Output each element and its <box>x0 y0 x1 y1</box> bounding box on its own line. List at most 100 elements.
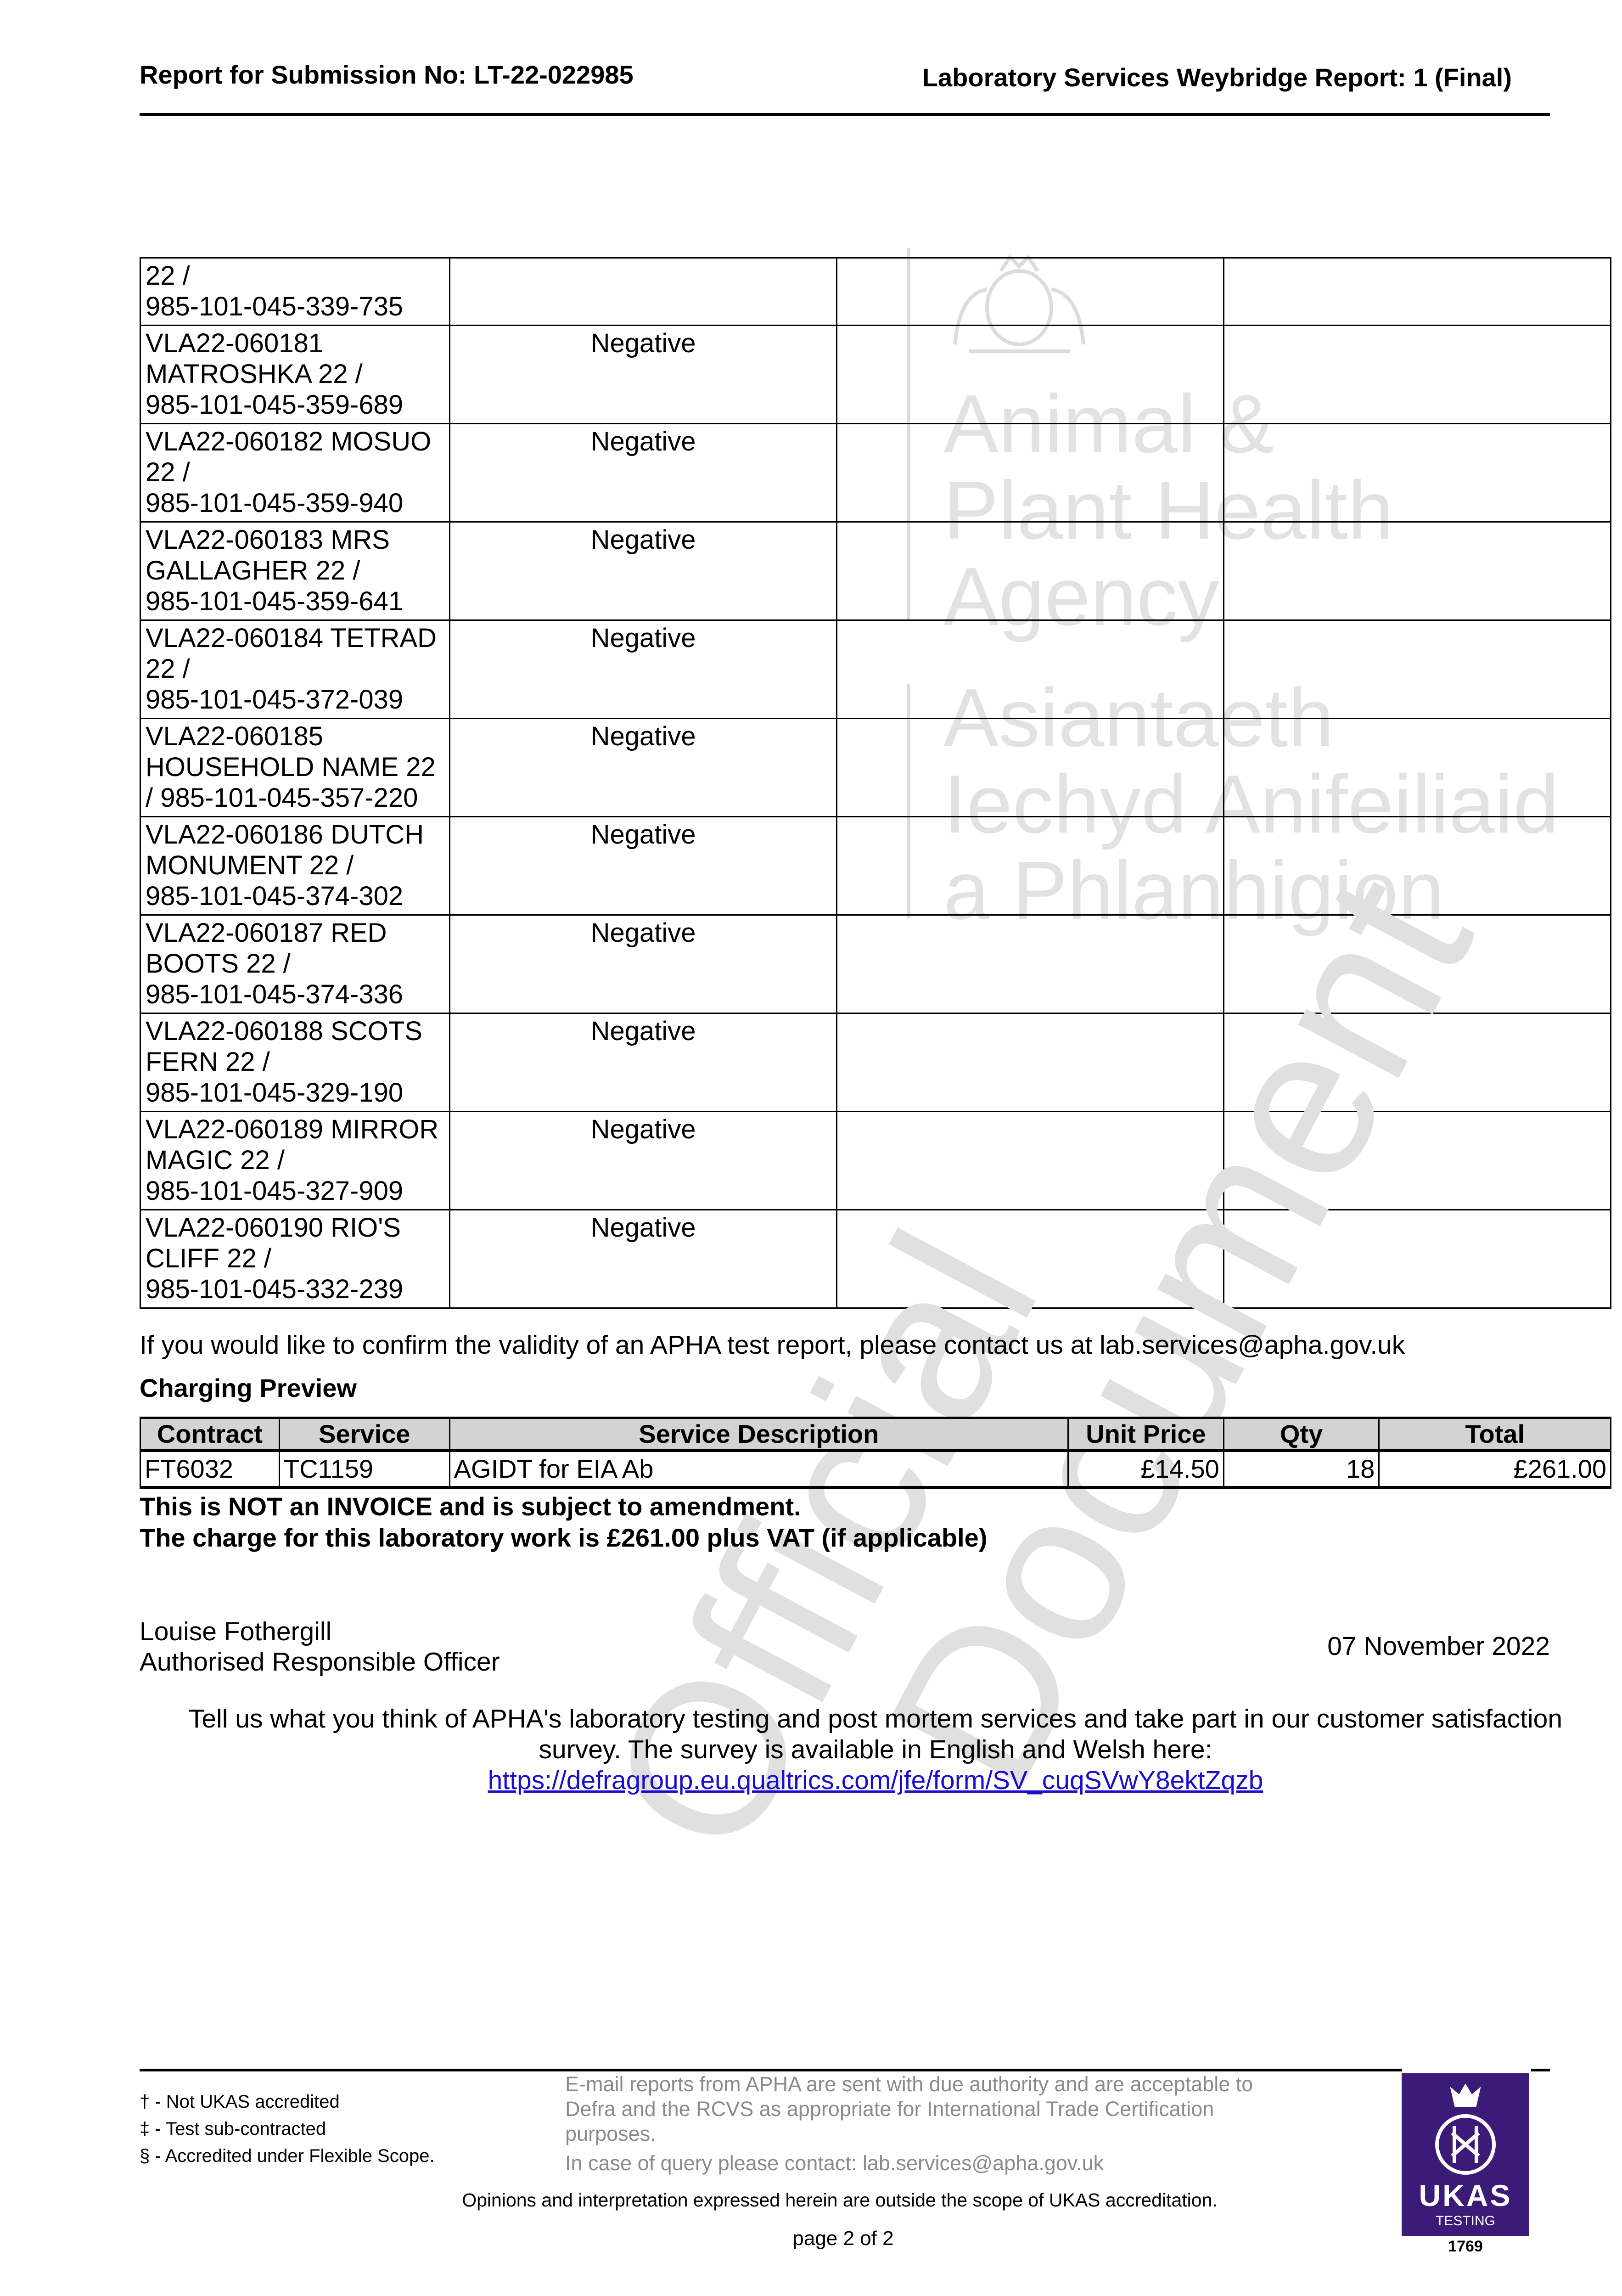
result-cell: Negative <box>449 1111 838 1210</box>
report-date: 07 November 2022 <box>1327 1632 1550 1661</box>
signatory-name: Louise Fothergill <box>140 1617 332 1646</box>
table-row: VLA22-060187 RED BOOTS 22 / 985-101-045-… <box>140 914 1611 1014</box>
sample-cell: VLA22-060188 SCOTS FERN 22 / 985-101-045… <box>140 1013 450 1112</box>
email-note: E-mail reports from APHA are sent with d… <box>565 2072 1392 2176</box>
table-row: VLA22-060186 DUTCH MONUMENT 22 / 985-101… <box>140 816 1611 916</box>
footer-divider <box>140 2069 1402 2071</box>
charge-summary: The charge for this laboratory work is £… <box>140 1523 988 1552</box>
ukas-disclaimer: Opinions and interpretation expressed he… <box>462 2189 1218 2211</box>
sample-cell: VLA22-060186 DUTCH MONUMENT 22 / 985-101… <box>140 816 450 916</box>
sample-cell: 22 / 985-101-045-339-735 <box>140 257 450 326</box>
email-note-line: E-mail reports from APHA are sent with d… <box>565 2072 1253 2096</box>
table-row: VLA22-060189 MIRROR MAGIC 22 / 985-101-0… <box>140 1111 1611 1210</box>
contract-cell: FT6032 <box>140 1450 280 1488</box>
empty-cell <box>836 423 1225 523</box>
empty-cell <box>836 619 1225 719</box>
email-note-line: purposes. <box>565 2122 656 2145</box>
table-row: VLA22-060190 RIO'S CLIFF 22 / 985-101-04… <box>140 1209 1611 1309</box>
ukas-logo: UKAS TESTING <box>1402 2073 1529 2236</box>
results-table: 22 / 985-101-045-339-735 VLA22-060181 MAT… <box>140 257 1611 1309</box>
footnote: § - Accredited under Flexible Scope. <box>140 2146 435 2166</box>
sample-cell: VLA22-060185 HOUSEHOLD NAME 22 / 985-101… <box>140 718 450 817</box>
result-cell: Negative <box>449 521 838 621</box>
footnote-legend: † - Not UKAS accredited ‡ - Test sub-con… <box>140 2088 435 2170</box>
col-description: Service Description <box>449 1417 1069 1452</box>
col-qty: Qty <box>1223 1417 1380 1452</box>
col-total: Total <box>1378 1417 1611 1452</box>
empty-cell <box>836 1209 1225 1309</box>
ukas-crown-emblem-icon <box>1435 2083 1496 2175</box>
charging-table: Contract Service Service Description Uni… <box>140 1417 1611 1489</box>
empty-cell <box>1223 325 1611 424</box>
unit-price-cell: £14.50 <box>1067 1450 1224 1488</box>
page-number: page 2 of 2 <box>792 2227 894 2250</box>
submission-number: Report for Submission No: LT-22-022985 <box>140 60 634 89</box>
table-row: FT6032 TC1159 AGIDT for EIA Ab £14.50 18… <box>140 1450 1611 1488</box>
footnote: ‡ - Test sub-contracted <box>140 2119 326 2139</box>
empty-cell <box>1223 257 1611 326</box>
col-unit-price: Unit Price <box>1067 1417 1224 1452</box>
sample-cell: VLA22-060190 RIO'S CLIFF 22 / 985-101-04… <box>140 1209 450 1309</box>
empty-cell <box>1223 619 1611 719</box>
email-note-line: Defra and the RCVS as appropriate for In… <box>565 2097 1214 2121</box>
table-row: VLA22-060184 TETRAD 22 / 985-101-045-372… <box>140 619 1611 719</box>
survey-link[interactable]: https://defragroup.eu.qualtrics.com/jfe/… <box>488 1766 1263 1795</box>
empty-cell <box>836 325 1225 424</box>
table-row: VLA22-060185 HOUSEHOLD NAME 22 / 985-101… <box>140 718 1611 817</box>
report-title: Laboratory Services Weybridge Report: 1 … <box>922 63 1512 92</box>
sample-cell: VLA22-060181 MATROSHKA 22 / 985-101-045-… <box>140 325 450 424</box>
empty-cell <box>1223 1111 1611 1210</box>
table-row: VLA22-060188 SCOTS FERN 22 / 985-101-045… <box>140 1013 1611 1112</box>
header-divider <box>140 113 1550 116</box>
empty-cell <box>1223 718 1611 817</box>
footer-divider-end <box>1531 2069 1550 2071</box>
empty-cell <box>1223 1209 1611 1309</box>
sample-cell: VLA22-060187 RED BOOTS 22 / 985-101-045-… <box>140 914 450 1014</box>
qty-cell: 18 <box>1223 1450 1380 1488</box>
result-cell: Negative <box>449 423 838 523</box>
col-contract: Contract <box>140 1417 280 1452</box>
empty-cell <box>836 1111 1225 1210</box>
empty-cell <box>836 816 1225 916</box>
survey-line-2: survey. The survey is available in Engli… <box>539 1735 1212 1764</box>
ukas-sub: TESTING <box>1435 2213 1495 2228</box>
empty-cell <box>1223 816 1611 916</box>
validity-note: If you would like to confirm the validit… <box>140 1330 1405 1360</box>
empty-cell <box>1223 521 1611 621</box>
empty-cell <box>836 718 1225 817</box>
col-service: Service <box>278 1417 450 1452</box>
empty-cell <box>836 914 1225 1014</box>
total-cell: £261.00 <box>1378 1450 1611 1488</box>
result-cell: Negative <box>449 914 838 1014</box>
empty-cell <box>836 1013 1225 1112</box>
ukas-number: 1769 <box>1448 2238 1483 2255</box>
footnote: † - Not UKAS accredited <box>140 2092 340 2112</box>
table-row: VLA22-060182 MOSUO 22 / 985-101-045-359-… <box>140 423 1611 523</box>
query-contact: In case of query please contact: lab.ser… <box>565 2151 1104 2175</box>
result-cell: Negative <box>449 816 838 916</box>
charging-title: Charging Preview <box>140 1373 357 1402</box>
sample-cell: VLA22-060184 TETRAD 22 / 985-101-045-372… <box>140 619 450 719</box>
result-cell: Negative <box>449 1013 838 1112</box>
signatory-role: Authorised Responsible Officer <box>140 1647 500 1677</box>
service-cell: TC1159 <box>278 1450 450 1488</box>
table-row: 22 / 985-101-045-339-735 <box>140 257 1611 326</box>
table-row: VLA22-060181 MATROSHKA 22 / 985-101-045-… <box>140 325 1611 424</box>
empty-cell <box>1223 1013 1611 1112</box>
description-cell: AGIDT for EIA Ab <box>449 1450 1069 1488</box>
empty-cell <box>1223 914 1611 1014</box>
ukas-name: UKAS <box>1419 2178 1512 2212</box>
survey-block: Tell us what you think of APHA's laborat… <box>140 1704 1611 1796</box>
sample-cell: VLA22-060189 MIRROR MAGIC 22 / 985-101-0… <box>140 1111 450 1210</box>
result-cell: Negative <box>449 718 838 817</box>
table-row: VLA22-060183 MRS GALLAGHER 22 / 985-101-… <box>140 521 1611 621</box>
empty-cell <box>836 257 1225 326</box>
result-cell: Negative <box>449 1209 838 1309</box>
not-invoice-notice: This is NOT an INVOICE and is subject to… <box>140 1492 801 1521</box>
result-cell: Negative <box>449 325 838 424</box>
survey-line-1: Tell us what you think of APHA's laborat… <box>188 1704 1563 1733</box>
result-cell <box>449 257 838 326</box>
empty-cell <box>836 521 1225 621</box>
sample-cell: VLA22-060182 MOSUO 22 / 985-101-045-359-… <box>140 423 450 523</box>
sample-cell: VLA22-060183 MRS GALLAGHER 22 / 985-101-… <box>140 521 450 621</box>
